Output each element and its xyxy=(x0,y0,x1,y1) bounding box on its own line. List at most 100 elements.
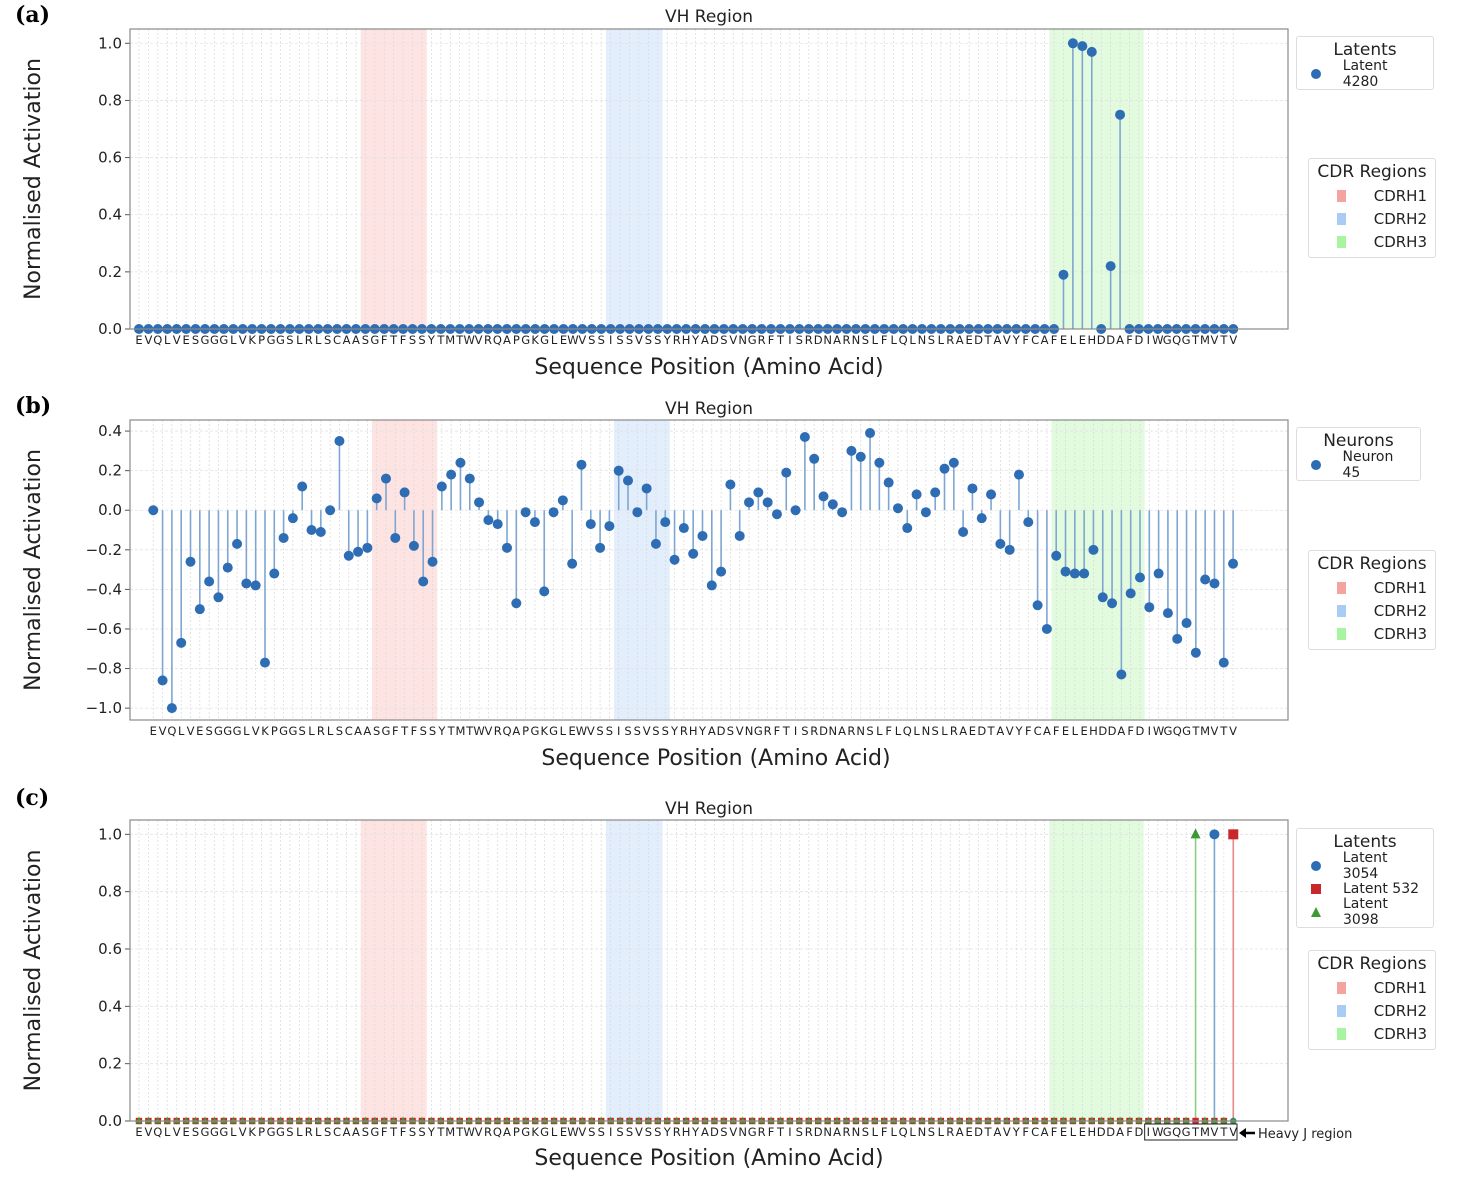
data-point xyxy=(166,703,177,714)
x-tick-label: C xyxy=(1034,724,1042,738)
x-tick-label: D xyxy=(1097,1125,1106,1139)
x-tick-label: S xyxy=(205,724,212,738)
x-tick-label: A xyxy=(833,1125,841,1139)
x-tick-label: R xyxy=(842,1125,850,1139)
x-tick-label: T xyxy=(455,333,464,347)
x-tick-label: G xyxy=(382,724,391,738)
x-tick-label: S xyxy=(862,1125,869,1139)
data-point xyxy=(520,507,531,518)
x-tick-label: A xyxy=(1116,1125,1124,1139)
x-tick-label: L xyxy=(315,1125,322,1139)
data-point xyxy=(623,475,634,486)
x-tick-label: S xyxy=(720,333,727,347)
data-point xyxy=(967,483,978,494)
legend-label: CDRH1 xyxy=(1373,578,1427,597)
x-tick-label: E xyxy=(182,1125,189,1139)
data-point xyxy=(306,525,317,536)
data-point xyxy=(1181,618,1192,629)
x-tick-label: W xyxy=(1152,333,1163,347)
x-tick-label: A xyxy=(959,724,967,738)
data-point xyxy=(1115,109,1126,120)
data-point xyxy=(548,507,559,518)
x-tick-label: V xyxy=(173,1125,181,1139)
x-tick-label: V xyxy=(144,1125,152,1139)
x-tick-label: L xyxy=(872,1125,879,1139)
x-tick-label: E xyxy=(1060,333,1067,347)
x-tick-label: G xyxy=(530,724,539,738)
x-tick-label: K xyxy=(531,333,539,347)
color-swatch-icon xyxy=(1337,627,1346,640)
x-tick-label: L xyxy=(551,333,558,347)
data-point xyxy=(278,532,289,543)
data-point xyxy=(557,495,568,506)
x-tick-label: H xyxy=(1089,724,1098,738)
x-tick-label: A xyxy=(996,724,1004,738)
x-tick-label: S xyxy=(654,1125,661,1139)
legend-title: Neurons xyxy=(1323,431,1394,451)
x-tick-label: R xyxy=(950,724,958,738)
x-tick-label: E xyxy=(1060,1125,1067,1139)
data-point xyxy=(799,432,810,443)
x-axis-label: Sequence Position (Amino Acid) xyxy=(541,746,890,771)
data-point xyxy=(213,592,224,603)
data-point xyxy=(408,540,419,551)
x-tick-label: A xyxy=(994,1125,1002,1139)
x-tick-label: T xyxy=(1219,724,1228,738)
x-tick-label: S xyxy=(796,333,803,347)
legend-label: CDRH3 xyxy=(1373,1024,1427,1043)
x-tick-label: G xyxy=(233,724,242,738)
x-tick-label: L xyxy=(243,724,250,738)
x-tick-label: E xyxy=(135,333,142,347)
data-point xyxy=(1004,544,1015,555)
data-point xyxy=(669,554,680,565)
x-tick-label: P xyxy=(271,724,278,738)
x-tick-label: S xyxy=(596,724,603,738)
data-point xyxy=(1172,633,1183,644)
x-tick-label: H xyxy=(689,724,698,738)
x-tick-label: Q xyxy=(899,1125,908,1139)
x-tick-label: T xyxy=(455,1125,464,1139)
x-tick-label: R xyxy=(805,333,813,347)
x-tick-label: A xyxy=(1041,1125,1049,1139)
x-tick-label: V xyxy=(635,333,643,347)
x-tick-label: T xyxy=(389,1125,398,1139)
data-point xyxy=(976,513,987,524)
x-tick-label: F xyxy=(1022,1125,1029,1139)
x-tick-label: S xyxy=(373,724,380,738)
data-point xyxy=(892,503,903,514)
x-tick-label: G xyxy=(1182,333,1191,347)
cdr-region-cdrh3 xyxy=(1049,820,1144,1121)
data-point xyxy=(781,467,792,478)
heavy-j-region-box xyxy=(1144,1123,1238,1141)
legend-label: Latent 3098 xyxy=(1343,895,1388,928)
x-tick-label: E xyxy=(560,1125,567,1139)
chart-title: VH Region xyxy=(665,399,753,419)
x-tick-label: S xyxy=(606,724,613,738)
y-tick-label: 0.2 xyxy=(98,462,122,480)
panel-c: 0.00.20.40.60.81.0E V Q L V E S G G G L V K P G G S L R L S C… xyxy=(21,799,1352,1171)
x-tick-label: Y xyxy=(1012,1125,1021,1139)
x-tick-label: D xyxy=(1135,333,1144,347)
x-tick-label: Y xyxy=(691,333,700,347)
x-tick-label: S xyxy=(862,333,869,347)
x-tick-label: V xyxy=(159,724,167,738)
data-point xyxy=(930,487,941,498)
data-point xyxy=(185,556,196,567)
legend-label: CDRH2 xyxy=(1373,1001,1427,1020)
x-tick-label: I xyxy=(609,1125,612,1139)
data-point xyxy=(865,428,876,439)
x-tick-label: V xyxy=(1229,1125,1237,1139)
x-tick-label: D xyxy=(1097,333,1106,347)
y-tick-label: 0.2 xyxy=(98,263,122,281)
x-tick-label: A xyxy=(503,1125,511,1139)
x-tick-label: A xyxy=(1043,724,1051,738)
x-tick-label: R xyxy=(758,333,766,347)
color-swatch-icon xyxy=(1337,604,1346,617)
data-point xyxy=(1153,568,1164,579)
x-tick-label: V xyxy=(587,724,595,738)
data-point xyxy=(567,558,578,569)
x-tick-label: R xyxy=(758,1125,766,1139)
y-tick-label: 0.4 xyxy=(98,997,122,1015)
data-point xyxy=(511,598,522,609)
data-point xyxy=(315,527,326,538)
